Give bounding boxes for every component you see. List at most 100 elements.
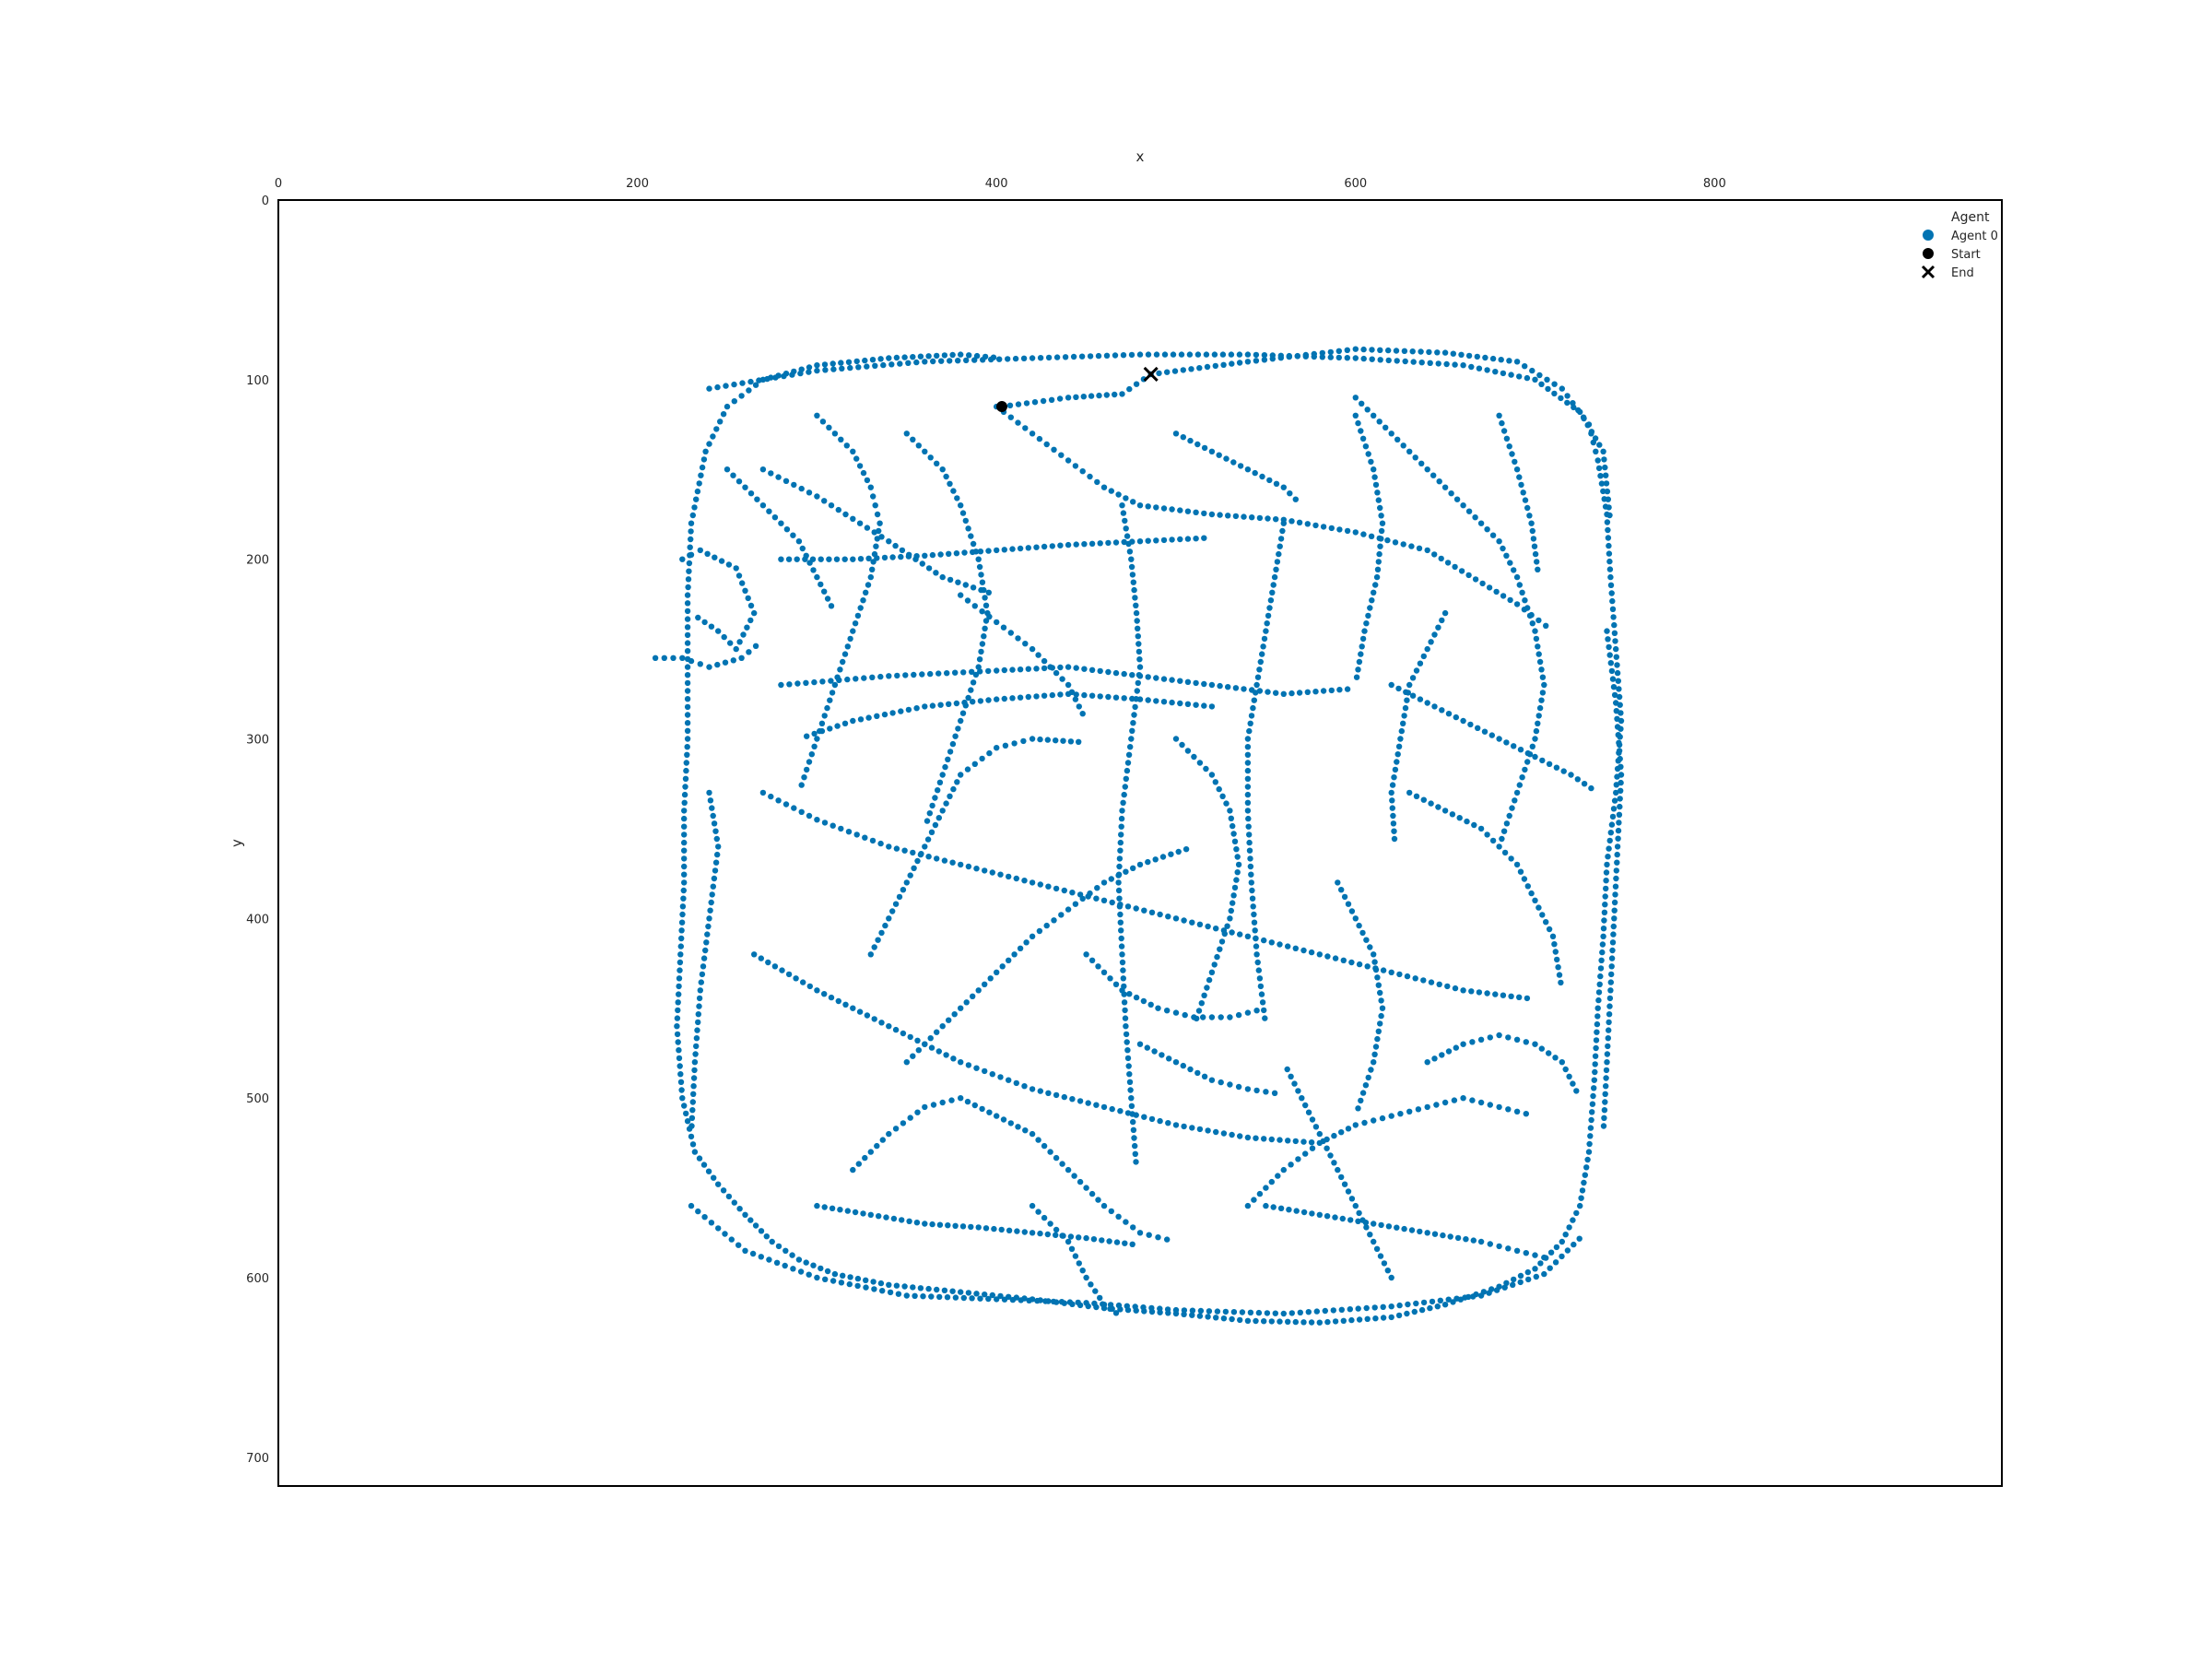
agent-0-point: [1498, 357, 1504, 363]
agent-0-point: [1105, 668, 1112, 676]
agent-0-point: [1445, 711, 1453, 717]
agent-0-point: [736, 1206, 743, 1212]
agent-0-point: [1601, 909, 1608, 915]
agent-0-point: [1100, 1202, 1108, 1209]
agent-0-point: [1132, 1150, 1139, 1158]
agent-0-point: [1402, 704, 1409, 712]
agent-0-point: [1441, 349, 1449, 356]
agent-0-point: [1452, 985, 1459, 992]
agent-0-point: [913, 1220, 921, 1226]
agent-0-point: [979, 1105, 985, 1113]
agent-0-point: [1178, 351, 1185, 358]
agent-0-point: [1424, 547, 1430, 554]
agent-0-point: [764, 375, 771, 383]
agent-0-point: [1374, 974, 1381, 981]
agent-0-point: [994, 1113, 1000, 1119]
agent-0-point: [1418, 460, 1425, 466]
agent-0-point: [911, 671, 917, 678]
agent-0-point: [1253, 1317, 1259, 1325]
agent-0-point: [1384, 537, 1391, 544]
agent-0-point: [870, 1279, 877, 1285]
agent-0-point: [1601, 456, 1607, 463]
agent-0-point: [681, 815, 688, 822]
agent-0-point: [946, 550, 952, 557]
agent-0-point: [700, 963, 707, 970]
agent-0-point: [1564, 393, 1571, 399]
agent-0-point: [958, 592, 964, 598]
agent-0-point: [752, 1222, 759, 1229]
agent-0-point: [700, 1162, 708, 1168]
agent-0-point: [1145, 858, 1151, 866]
agent-0-point: [710, 812, 716, 820]
agent-0-point: [1218, 938, 1226, 945]
agent-0-point: [1601, 917, 1607, 924]
agent-0-point: [1591, 1077, 1598, 1083]
agent-0-point: [1327, 354, 1335, 360]
agent-0-point: [1123, 1023, 1129, 1030]
agent-0-point: [1364, 407, 1371, 413]
agent-0-point: [913, 553, 920, 560]
agent-0-point: [1441, 1302, 1449, 1308]
agent-0-point: [1302, 353, 1310, 360]
agent-0-point: [1118, 832, 1124, 838]
agent-0-point: [1435, 804, 1441, 810]
agent-0-point: [1036, 435, 1043, 442]
agent-0-point: [1606, 1027, 1612, 1033]
agent-0-point: [1541, 1254, 1547, 1261]
agent-0-point: [1613, 782, 1620, 788]
agent-0-point: [1223, 800, 1230, 807]
agent-0-point: [1428, 800, 1434, 807]
agent-0-point: [876, 1213, 882, 1220]
agent-0-point: [1424, 466, 1430, 473]
agent-0-point: [964, 597, 971, 604]
agent-0-point: [927, 454, 934, 461]
agent-0-point: [1053, 669, 1060, 677]
agent-0-point: [688, 551, 695, 558]
agent-0-point: [1129, 572, 1136, 578]
agent-0-point: [1613, 654, 1620, 660]
agent-0-point: [1400, 720, 1406, 726]
agent-0-point: [678, 1087, 685, 1093]
agent-0-point: [1570, 1217, 1576, 1223]
agent-0-point: [1059, 676, 1065, 682]
agent-0-point: [841, 651, 849, 657]
agent-0-point: [1581, 415, 1587, 422]
agent-0-point: [1168, 851, 1174, 857]
agent-0-point: [1130, 1224, 1136, 1231]
agent-0-point: [1120, 799, 1126, 806]
agent-0-point: [1475, 725, 1481, 731]
agent-0-point: [1133, 381, 1140, 387]
agent-0-point: [1451, 1097, 1458, 1103]
agent-0-point: [1607, 987, 1614, 994]
agent-0-point: [979, 579, 986, 585]
agent-0-point: [1216, 452, 1222, 458]
agent-0-point: [1230, 892, 1237, 899]
agent-0-point: [1124, 1047, 1131, 1054]
agent-0-point: [898, 553, 904, 560]
agent-0-point: [1117, 919, 1124, 926]
agent-0-point: [844, 676, 851, 683]
agent-0-point: [877, 520, 883, 526]
agent-0-point: [971, 1102, 979, 1109]
agent-0-point: [1576, 1235, 1583, 1242]
agent-0-point: [1524, 759, 1531, 765]
agent-0-point: [1599, 949, 1606, 956]
agent-0-point: [1044, 1231, 1052, 1238]
agent-0-point: [970, 993, 976, 1000]
agent-0-point: [1440, 1232, 1446, 1239]
agent-0-point: [1472, 514, 1478, 521]
agent-0-point: [1230, 1309, 1238, 1315]
agent-0-point: [1076, 703, 1083, 710]
agent-0-point: [804, 766, 810, 773]
agent-0-point: [1592, 1053, 1599, 1059]
agent-0-point: [1615, 835, 1621, 842]
agent-0-point: [1416, 545, 1423, 551]
agent-0-point: [1266, 477, 1273, 484]
agent-0-point: [1604, 628, 1610, 634]
agent-0-point: [1593, 1037, 1600, 1044]
agent-0-point: [818, 556, 824, 562]
agent-0-point: [867, 1149, 874, 1155]
agent-0-point: [1200, 1014, 1206, 1020]
agent-0-point: [1395, 743, 1403, 749]
agent-0-point: [1288, 1162, 1294, 1168]
